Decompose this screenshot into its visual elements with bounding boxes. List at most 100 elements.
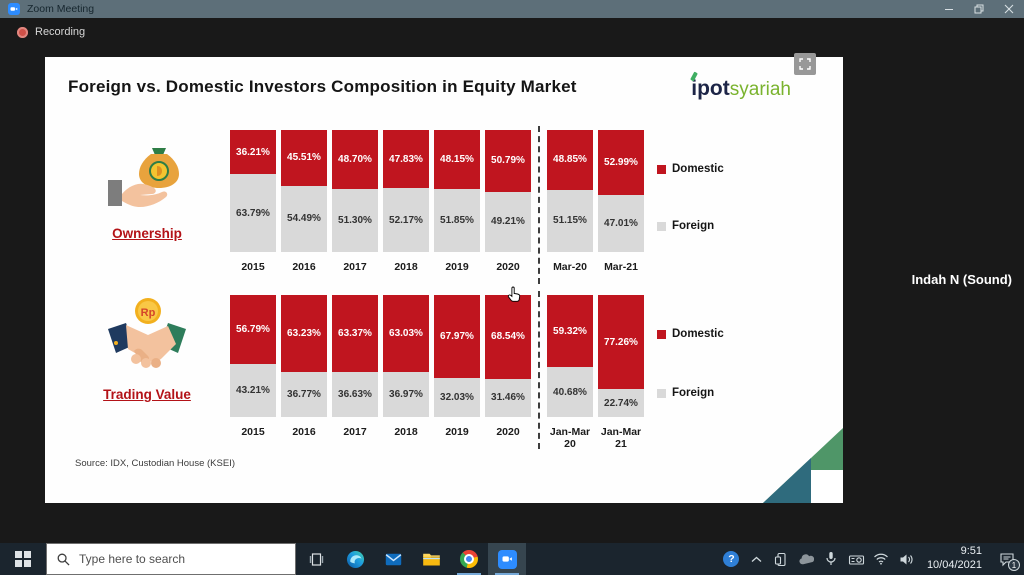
running-indicator — [457, 573, 481, 575]
recording-label: Recording — [35, 26, 86, 38]
window-title: Zoom Meeting — [27, 3, 95, 15]
domestic-swatch-icon — [657, 329, 666, 339]
close-button[interactable] — [994, 0, 1024, 18]
period-divider — [538, 291, 540, 449]
shared-slide: Foreign vs. Domestic Investors Compositi… — [45, 57, 843, 503]
foreign-segment: 36.63% — [332, 372, 378, 417]
task-view-icon — [309, 552, 323, 566]
source-note: Source: IDX, Custodian House (KSEI) — [75, 458, 235, 469]
bar-column: 48.15% 51.85% 2019 — [434, 130, 480, 273]
cloud-icon — [799, 554, 815, 565]
ownership-icon-block: Ownership — [87, 138, 207, 243]
domestic-segment: 63.03% — [383, 295, 429, 372]
task-view-button[interactable] — [296, 543, 336, 575]
ipot-syariah-logo: ipotsyariah — [690, 71, 791, 101]
domestic-segment: 36.21% — [230, 130, 276, 175]
domestic-segment: 63.23% — [281, 295, 327, 373]
mouse-cursor-icon — [507, 286, 521, 302]
bar-column: 63.37% 36.63% 2017 — [332, 295, 378, 438]
bar-column: 56.79% 43.21% 2015 — [230, 295, 276, 438]
bar-column: 63.03% 36.97% 2018 — [383, 295, 429, 438]
bar-column: 47.83% 52.17% 2018 — [383, 130, 429, 273]
windows-logo-icon — [15, 551, 31, 567]
system-tray: ? — [719, 543, 1024, 575]
get-help-tray-button[interactable]: ? — [719, 543, 744, 575]
taskbar-app-zoom[interactable] — [488, 543, 526, 575]
your-phone-tray-icon[interactable] — [769, 543, 794, 575]
bar-column: 50.79% 49.21% 2020 — [485, 130, 531, 273]
camera-tray-icon[interactable] — [844, 543, 869, 575]
category-label: 2016 — [292, 261, 316, 273]
bar-column: 48.70% 51.30% 2017 — [332, 130, 378, 273]
edge-icon — [346, 550, 364, 568]
start-button[interactable] — [0, 543, 46, 575]
foreign-segment: 32.03% — [434, 377, 480, 417]
slide-title: Foreign vs. Domestic Investors Compositi… — [68, 77, 577, 96]
bar-column: 68.54% 31.46% 2020 — [485, 295, 531, 438]
microphone-tray-icon[interactable] — [819, 543, 844, 575]
onedrive-tray-icon[interactable] — [794, 543, 819, 575]
wifi-tray-icon[interactable] — [869, 543, 894, 575]
help-icon: ? — [723, 551, 740, 567]
ownership-section: Ownership 36.21% 63.79% 2015 45.51% 54.49% 20… — [45, 125, 843, 345]
notification-icon — [1000, 552, 1014, 566]
domestic-segment: 52.99% — [598, 130, 644, 195]
foreign-segment: 51.30% — [332, 189, 378, 252]
legend-foreign: Foreign — [657, 387, 714, 399]
foreign-segment: 51.85% — [434, 188, 480, 252]
category-label: 2020 — [496, 426, 520, 438]
bar-column: 52.99% 47.01% Mar-21 — [598, 130, 644, 273]
category-label: 2017 — [343, 426, 367, 438]
domestic-segment: 63.37% — [332, 295, 378, 373]
bar-column: 67.97% 32.03% 2019 — [434, 295, 480, 438]
foreign-segment: 36.77% — [281, 372, 327, 417]
taskbar-app-edge[interactable] — [336, 543, 374, 575]
action-center-button[interactable]: 1 — [990, 543, 1024, 575]
minimize-button[interactable] — [934, 0, 964, 18]
foreign-segment: 49.21% — [485, 191, 531, 252]
taskbar-app-chrome[interactable] — [450, 543, 488, 575]
foreign-segment: 36.97% — [383, 371, 429, 417]
bar-column: 36.21% 63.79% 2015 — [230, 130, 276, 273]
search-icon — [57, 553, 70, 566]
chevron-up-icon — [751, 556, 762, 562]
taskbar-clock[interactable]: 9:51 10/04/2021 — [919, 545, 990, 573]
domestic-segment: 56.79% — [230, 295, 276, 365]
camera-icon — [848, 554, 864, 565]
running-indicator — [495, 573, 519, 575]
bar-column: 48.85% 51.15% Mar-20 — [547, 130, 593, 273]
clock-time: 9:51 — [960, 545, 982, 558]
ownership-chart: 36.21% 63.79% 2015 45.51% 54.49% 2016 48.70% 51… — [230, 126, 644, 284]
taskbar: Type here to search — [0, 543, 1024, 575]
volume-tray-icon[interactable] — [894, 543, 919, 575]
trading-value-label: Trading Value — [103, 387, 191, 402]
domestic-segment: 68.54% — [485, 295, 531, 379]
notification-badge: 1 — [1008, 559, 1020, 571]
category-label: 2018 — [394, 261, 418, 273]
category-label: 2016 — [292, 426, 316, 438]
category-label: 2015 — [241, 261, 265, 273]
handshake-icon: Rp — [108, 298, 186, 368]
legend-domestic: Domestic — [657, 163, 724, 175]
phone-icon — [775, 552, 786, 566]
domestic-segment: 77.26% — [598, 295, 644, 390]
search-placeholder: Type here to search — [79, 552, 186, 566]
bar-column: 45.51% 54.49% 2016 — [281, 130, 327, 273]
mail-icon — [385, 553, 401, 565]
taskbar-search[interactable]: Type here to search — [46, 543, 296, 575]
show-hidden-icons-button[interactable] — [744, 543, 769, 575]
restore-button[interactable] — [964, 0, 994, 18]
category-label: Jan-Mar 21 — [600, 426, 642, 450]
foreign-segment: 43.21% — [230, 364, 276, 417]
trading-value-section: Rp Trading Value 56.79% 43.21% 2015 63.23% 3… — [45, 287, 843, 507]
category-label: 2015 — [241, 426, 265, 438]
expand-view-button[interactable] — [794, 53, 816, 75]
taskbar-app-file-explorer[interactable] — [412, 543, 450, 575]
legend-domestic: Domestic — [657, 328, 724, 340]
chrome-icon — [460, 550, 478, 568]
wifi-icon — [874, 553, 889, 565]
taskbar-app-mail[interactable] — [374, 543, 412, 575]
category-label: Mar-21 — [604, 261, 638, 273]
domestic-segment: 45.51% — [281, 130, 327, 186]
category-label: Mar-20 — [553, 261, 587, 273]
